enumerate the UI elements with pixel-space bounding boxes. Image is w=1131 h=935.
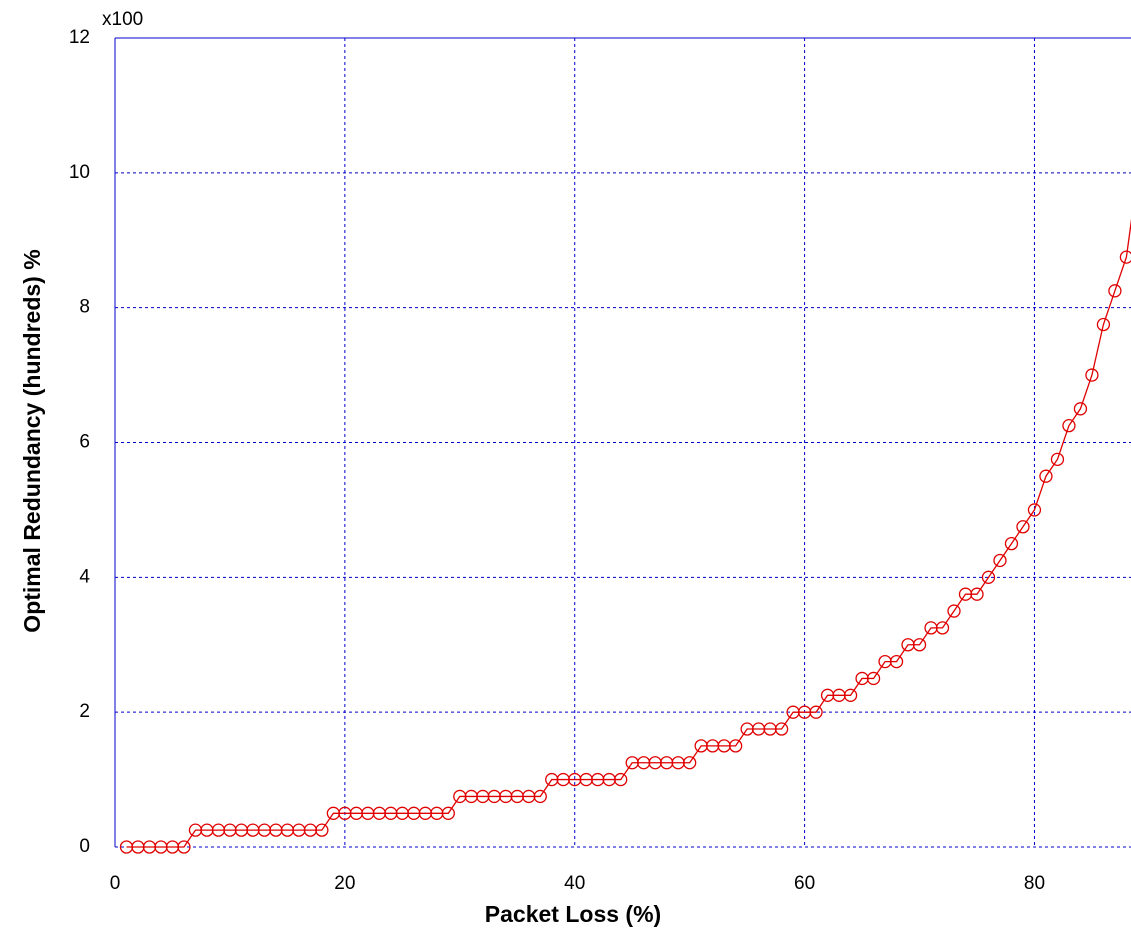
- y-tick-label: 8: [79, 297, 90, 318]
- y-tick-label: 4: [79, 566, 90, 587]
- x-tick-label: 80: [1024, 873, 1045, 894]
- x-tick-label: 20: [334, 873, 355, 894]
- y-tick-label: 6: [79, 432, 90, 453]
- y-tick-label: 12: [69, 27, 90, 48]
- x-tick-label: 40: [564, 873, 585, 894]
- series-line: [126, 173, 1131, 847]
- y-tick-label: 10: [69, 162, 90, 183]
- data-point: [1120, 251, 1131, 263]
- chart: Packet Loss (%) Optimal Redundancy (hund…: [0, 0, 1131, 935]
- y-tick-label: 2: [79, 701, 90, 722]
- y-tick-label: 0: [79, 836, 90, 857]
- x-axis-title: Packet Loss (%): [485, 901, 661, 927]
- x-tick-label: 0: [110, 873, 121, 894]
- x-tick-label: 60: [794, 873, 815, 894]
- y-scale-label: x100: [102, 9, 143, 30]
- y-axis-title: Optimal Redundancy (hundreds) %: [19, 249, 45, 632]
